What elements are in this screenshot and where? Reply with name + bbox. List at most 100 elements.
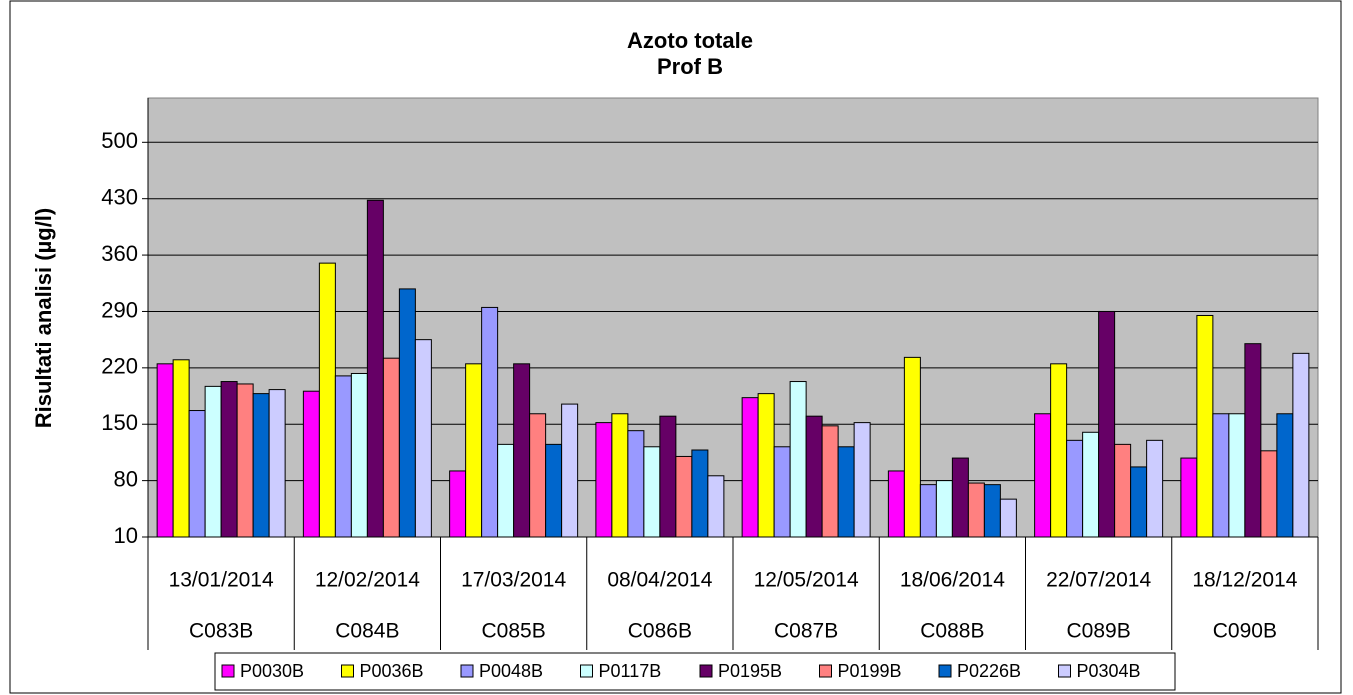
bar [382, 357, 400, 538]
bar [1260, 450, 1278, 538]
x-tick-label: C086B [628, 620, 692, 643]
x-tick-label: C085B [482, 620, 546, 643]
bar [1180, 457, 1198, 538]
bar [1114, 443, 1132, 538]
bar [497, 443, 515, 538]
bar [1212, 413, 1230, 538]
bar [366, 199, 384, 538]
bar [691, 449, 709, 538]
bar [789, 381, 807, 538]
bar [1292, 352, 1310, 538]
bar [449, 470, 467, 538]
bar [220, 381, 238, 538]
bar [1276, 413, 1294, 538]
bar [887, 470, 905, 538]
x-tick-label: C084B [335, 620, 399, 643]
x-tick-label: C090B [1213, 620, 1277, 643]
x-tick-date: 13/01/2014 [169, 569, 274, 592]
bar [1034, 413, 1052, 538]
legend-label: P0117B [599, 661, 662, 681]
bar [1244, 343, 1262, 538]
bar [773, 446, 791, 538]
bar [513, 363, 531, 538]
bar [465, 363, 483, 538]
legend-swatch [1058, 664, 1071, 678]
bar [414, 339, 432, 538]
bar [302, 390, 320, 538]
legend-swatch [341, 664, 354, 678]
bar [1098, 310, 1116, 538]
bar [659, 415, 677, 538]
bar [1066, 439, 1084, 538]
bar [1196, 314, 1214, 538]
bar [350, 372, 368, 538]
bar [1228, 413, 1246, 538]
bar [595, 422, 613, 538]
x-tick-date: 08/04/2014 [607, 569, 712, 592]
y-tick-label: 150 [101, 410, 138, 435]
bar [398, 288, 416, 538]
bar [156, 363, 174, 538]
y-tick-label: 10 [114, 523, 138, 548]
bar [741, 397, 759, 538]
bar [999, 498, 1017, 538]
legend-label: P0199B [838, 661, 902, 681]
bar [757, 393, 775, 538]
legend-label: P0226B [957, 661, 1021, 681]
bar [1146, 439, 1164, 538]
bar [643, 446, 661, 538]
legend-label: P0304B [1077, 661, 1141, 681]
bar [675, 455, 693, 538]
x-tick-date: 17/03/2014 [461, 569, 566, 592]
y-axis-label: Risultati analisi (µg/l) [31, 208, 56, 428]
legend-swatch [221, 664, 235, 678]
x-tick-label: C083B [189, 620, 253, 643]
bar [627, 430, 645, 538]
y-tick-label: 500 [101, 128, 138, 153]
bar [903, 356, 921, 538]
y-tick-label: 360 [101, 241, 138, 266]
bar [983, 484, 1001, 538]
bar [935, 480, 953, 538]
x-tick-date: 22/07/2014 [1046, 569, 1151, 592]
bar [1050, 363, 1068, 538]
legend-swatch [938, 664, 952, 678]
bar [805, 415, 823, 538]
legend-swatch [819, 664, 832, 678]
bar [853, 422, 871, 538]
bar [334, 375, 352, 538]
bar [1130, 466, 1148, 538]
bar [172, 359, 190, 538]
bar [919, 484, 937, 538]
x-tick-date: 18/12/2014 [1192, 569, 1297, 592]
bar [821, 425, 839, 538]
y-tick-label: 80 [114, 466, 138, 491]
chart-title: Azoto totale [627, 28, 753, 53]
bar [561, 403, 579, 538]
y-tick-label: 290 [101, 297, 138, 322]
bar [268, 389, 286, 538]
bar [967, 482, 985, 538]
x-tick-label: C087B [774, 620, 838, 643]
bar [611, 413, 629, 538]
legend-box [214, 652, 1176, 691]
y-tick-label: 430 [101, 185, 138, 210]
bar [252, 393, 270, 538]
bar [545, 443, 563, 538]
bar [1082, 431, 1100, 538]
bar [529, 413, 547, 538]
x-tick-date: 18/06/2014 [900, 569, 1005, 592]
bar [236, 383, 254, 538]
bar [837, 446, 855, 538]
y-tick-label: 220 [101, 354, 138, 379]
legend-swatch [460, 664, 474, 678]
x-tick-label: C088B [920, 620, 984, 643]
x-tick-date: 12/05/2014 [754, 569, 859, 592]
x-tick-label: C089B [1067, 620, 1131, 643]
bar [318, 262, 336, 538]
legend-swatch [699, 664, 713, 678]
legend-label: P0048B [479, 661, 543, 681]
bar [204, 385, 222, 538]
bar [188, 410, 206, 538]
